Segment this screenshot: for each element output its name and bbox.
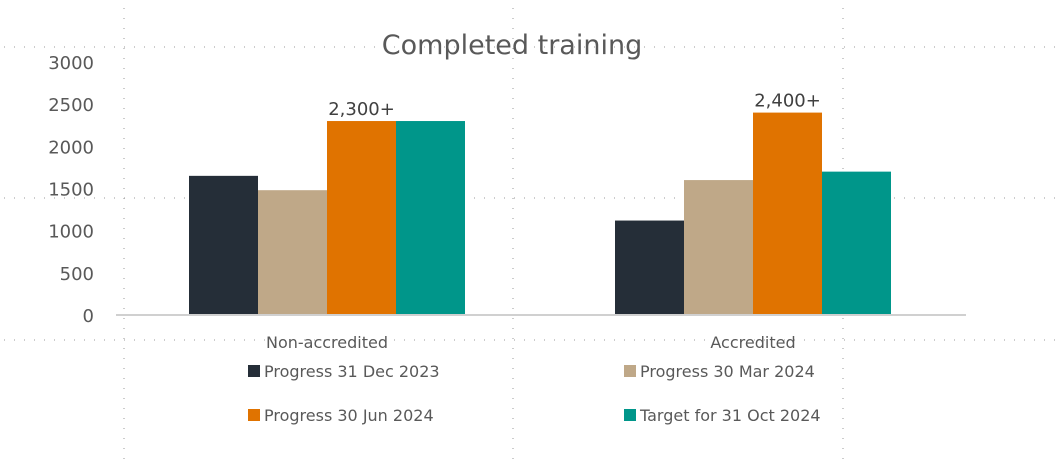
data-label: 2,300+ [328,99,395,120]
legend-swatch [248,409,260,421]
legend-swatch [624,365,636,377]
x-category-label: Non-accredited [266,333,388,352]
legend-label: Progress 30 Mar 2024 [640,362,815,381]
y-tick-label: 2500 [48,95,94,116]
bar [396,121,465,316]
legend: Progress 31 Dec 2023 Progress 30 Mar 2024… [248,362,821,425]
y-tick-label: 0 [83,306,94,327]
bar [258,190,327,315]
legend-swatch [624,409,636,421]
y-tick-label: 500 [60,264,94,285]
bar [189,175,258,315]
legend-label: Target for 31 Oct 2024 [639,406,821,425]
x-axis-categories: Non-accredited Accredited [266,333,796,352]
legend-label: Progress 30 Jun 2024 [264,406,434,425]
guide-lines [4,8,1060,468]
y-tick-label: 1000 [48,222,94,243]
bar [822,171,891,315]
data-label: 2,400+ [754,91,821,112]
y-tick-label: 3000 [48,53,94,74]
bar [753,112,822,315]
bar [327,121,396,316]
bars [189,112,891,316]
y-axis: 0 500 1000 1500 2000 2500 3000 [48,53,94,327]
x-category-label: Accredited [710,333,795,352]
legend-swatch [248,365,260,377]
legend-label: Progress 31 Dec 2023 [264,362,440,381]
bar [684,180,753,315]
bar [615,220,684,315]
data-labels: 2,300+ 2,400+ [328,91,821,120]
chart-title: Completed training [382,30,642,61]
y-tick-label: 1500 [48,180,94,201]
y-tick-label: 2000 [48,137,94,158]
